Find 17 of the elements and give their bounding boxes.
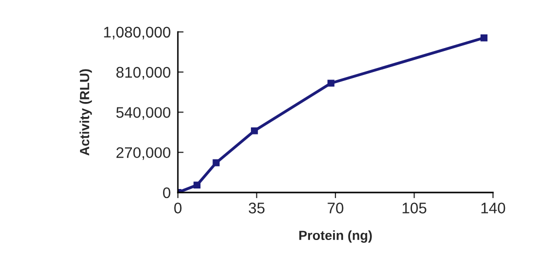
y-tick-label: 1,080,000 [104, 26, 170, 40]
y-axis-title: Activity (RLU) [80, 69, 92, 156]
point [250, 127, 258, 134]
x-axis-title: Protein (ng) [299, 230, 372, 243]
point [212, 159, 220, 166]
y-tick-label: 540,000 [116, 107, 170, 120]
point [327, 80, 334, 87]
x-tick-label: 140 [481, 202, 506, 214]
x-tick-label: 35 [248, 202, 265, 214]
x-tick-label: 105 [402, 202, 426, 214]
y-tick-label: 0 [163, 187, 170, 198]
y-tick-label: 810,000 [116, 66, 170, 80]
point [480, 34, 488, 42]
x-tick-label: 0 [174, 202, 182, 214]
y-tick-label: 270,000 [116, 147, 170, 160]
point [194, 182, 200, 189]
x-tick-label: 70 [328, 202, 344, 214]
